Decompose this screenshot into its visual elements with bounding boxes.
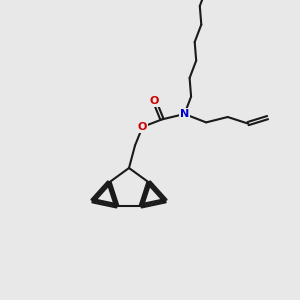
Text: N: N	[180, 109, 189, 119]
Text: O: O	[150, 96, 159, 106]
Text: O: O	[138, 122, 147, 132]
